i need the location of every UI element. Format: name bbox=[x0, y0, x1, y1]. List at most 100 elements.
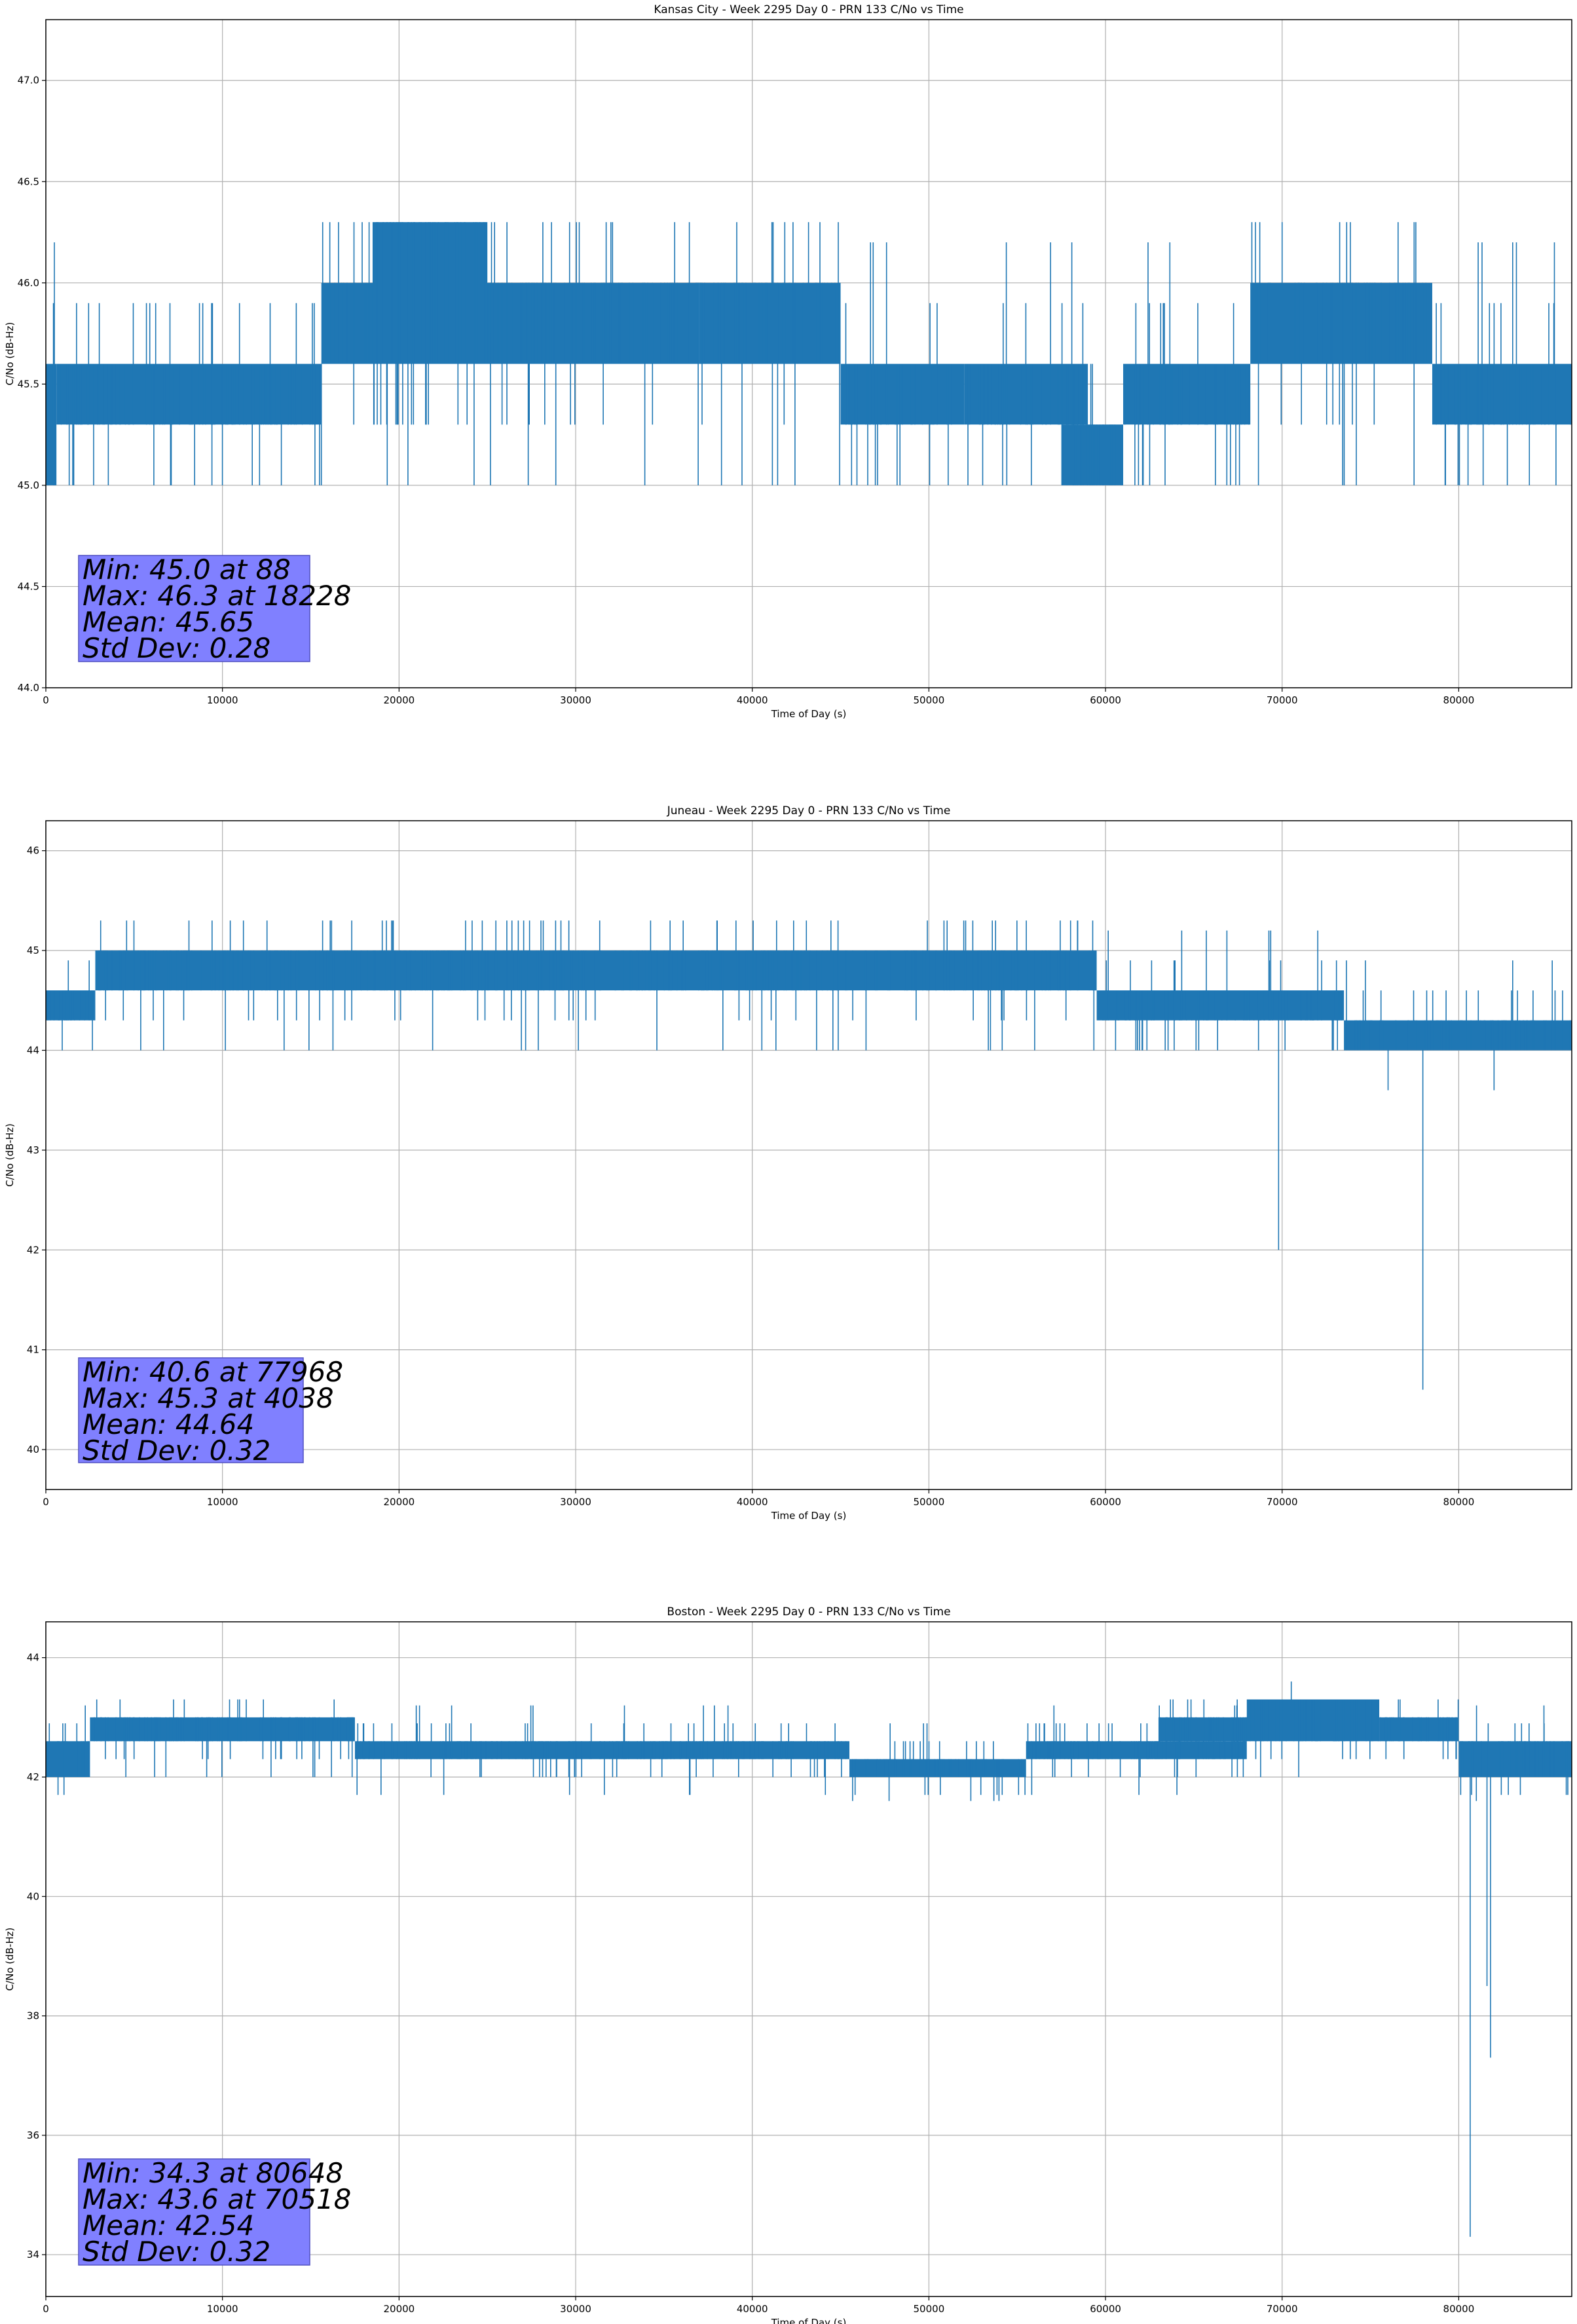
stats-line: Std Dev: 0.28 bbox=[83, 632, 270, 664]
data-noise bbox=[60, 303, 223, 485]
y-tick-label: 45.0 bbox=[18, 479, 39, 491]
y-tick-label: 38 bbox=[27, 2010, 39, 2022]
x-tick-label: 0 bbox=[43, 694, 49, 706]
stats-box bbox=[78, 2158, 310, 2266]
x-tick-label: 40000 bbox=[737, 694, 768, 706]
x-tick-label: 60000 bbox=[1090, 2303, 1121, 2315]
x-tick-label: 80000 bbox=[1443, 1496, 1475, 1508]
stats-line: Max: 45.3 at 4038 bbox=[83, 1382, 334, 1414]
stats-box bbox=[78, 1357, 304, 1463]
y-tick-label: 40 bbox=[27, 1890, 39, 1902]
stats-line: Max: 43.6 at 70518 bbox=[83, 2183, 351, 2215]
stats-line: Min: 34.3 at 80648 bbox=[83, 2157, 343, 2189]
data-noise bbox=[98, 920, 1096, 1051]
x-tick-label: 10000 bbox=[207, 2303, 238, 2315]
chart-panel: Kansas City - Week 2295 Day 0 - PRN 133 … bbox=[4, 3, 1572, 720]
x-tick-label: 80000 bbox=[1443, 694, 1475, 706]
y-tick-label: 36 bbox=[27, 2129, 39, 2141]
y-tick-label: 46 bbox=[27, 845, 39, 857]
y-tick-label: 47.0 bbox=[18, 75, 39, 86]
data-band bbox=[1123, 364, 1251, 425]
chart-title: Kansas City - Week 2295 Day 0 - PRN 133 … bbox=[654, 3, 963, 16]
data-noise bbox=[1124, 242, 1250, 485]
y-tick-label: 42 bbox=[27, 1771, 39, 1783]
x-tick-label: 70000 bbox=[1267, 2303, 1298, 2315]
x-tick-label: 20000 bbox=[383, 694, 415, 706]
y-tick-label: 45 bbox=[27, 945, 39, 956]
series-line bbox=[46, 920, 1572, 1390]
stats-line: Max: 46.3 at 18228 bbox=[83, 580, 351, 612]
x-tick-label: 60000 bbox=[1090, 1496, 1121, 1508]
data-band bbox=[1250, 282, 1432, 364]
data-noise bbox=[48, 1705, 89, 1795]
data-noise bbox=[1379, 1699, 1459, 1759]
x-tick-label: 70000 bbox=[1267, 694, 1298, 706]
y-tick-label: 34 bbox=[27, 2249, 39, 2260]
x-tick-label: 20000 bbox=[383, 1496, 415, 1508]
data-noise bbox=[967, 242, 1088, 485]
x-tick-label: 50000 bbox=[914, 694, 945, 706]
data-band bbox=[699, 282, 841, 364]
x-tick-label: 40000 bbox=[737, 2303, 768, 2315]
stats-line: Std Dev: 0.32 bbox=[83, 1434, 270, 1467]
y-tick-label: 45.5 bbox=[18, 378, 39, 390]
plot-frame bbox=[45, 1621, 1572, 2297]
data-noise bbox=[356, 1705, 847, 1795]
stats-line: Std Dev: 0.32 bbox=[83, 2236, 270, 2268]
y-axis-label: C/No (dB-Hz) bbox=[4, 322, 16, 386]
x-tick-label: 30000 bbox=[560, 2303, 591, 2315]
data-noise bbox=[376, 222, 486, 485]
y-tick-label: 44.0 bbox=[18, 682, 39, 694]
y-tick-label: 41 bbox=[27, 1344, 39, 1356]
x-tick-label: 0 bbox=[43, 2303, 49, 2315]
y-tick-label: 44 bbox=[27, 1652, 39, 1664]
chart-title: Juneau - Week 2295 Day 0 - PRN 133 C/No … bbox=[667, 804, 951, 817]
y-tick-label: 42 bbox=[27, 1244, 39, 1256]
series-line bbox=[46, 1681, 1572, 2237]
stats-line: Mean: 44.64 bbox=[83, 1408, 254, 1440]
x-tick-label: 70000 bbox=[1267, 1496, 1298, 1508]
x-axis-label: Time of Day (s) bbox=[771, 1510, 847, 1522]
stats-line: Min: 40.6 at 77968 bbox=[83, 1356, 343, 1388]
y-axis-label: C/No (dB-Hz) bbox=[4, 1928, 16, 1991]
x-tick-label: 80000 bbox=[1443, 2303, 1475, 2315]
stats-box bbox=[78, 555, 310, 662]
x-tick-label: 10000 bbox=[207, 694, 238, 706]
x-tick-label: 50000 bbox=[914, 1496, 945, 1508]
data-noise bbox=[47, 960, 93, 1051]
data-noise bbox=[46, 242, 55, 485]
y-tick-label: 43 bbox=[27, 1144, 39, 1156]
plot-frame bbox=[45, 19, 1572, 688]
plot-frame bbox=[45, 820, 1572, 1490]
data-noise bbox=[852, 1723, 1026, 1801]
x-tick-label: 40000 bbox=[737, 1496, 768, 1508]
stats-line: Min: 45.0 at 88 bbox=[83, 553, 291, 586]
data-noise bbox=[1345, 960, 1571, 1051]
data-band bbox=[1246, 1699, 1380, 1742]
chart-panel: Juneau - Week 2295 Day 0 - PRN 133 C/No … bbox=[4, 804, 1572, 1522]
x-tick-label: 0 bbox=[43, 1496, 49, 1508]
stats-line: Mean: 42.54 bbox=[83, 2209, 254, 2241]
chart-title: Boston - Week 2295 Day 0 - PRN 133 C/No … bbox=[667, 1605, 950, 1619]
data-band bbox=[1096, 990, 1345, 1021]
data-noise bbox=[1250, 1699, 1379, 1777]
data-noise bbox=[845, 242, 952, 485]
x-tick-label: 20000 bbox=[383, 2303, 415, 2315]
data-noise bbox=[1460, 1705, 1569, 1801]
data-noise bbox=[1436, 242, 1571, 485]
y-axis-label: C/No (dB-Hz) bbox=[4, 1123, 16, 1187]
x-tick-label: 30000 bbox=[560, 1496, 591, 1508]
x-tick-label: 30000 bbox=[560, 694, 591, 706]
x-axis-label: Time of Day (s) bbox=[771, 2317, 847, 2324]
data-noise bbox=[1159, 1699, 1248, 1777]
x-tick-label: 60000 bbox=[1090, 694, 1121, 706]
data-noise bbox=[94, 1699, 354, 1777]
stats-line: Mean: 45.65 bbox=[83, 606, 254, 638]
y-tick-label: 46.0 bbox=[18, 277, 39, 289]
x-tick-label: 50000 bbox=[914, 2303, 945, 2315]
y-tick-label: 44.5 bbox=[18, 580, 39, 592]
data-band bbox=[46, 1741, 90, 1777]
y-tick-label: 40 bbox=[27, 1444, 39, 1455]
data-band bbox=[354, 1741, 850, 1759]
